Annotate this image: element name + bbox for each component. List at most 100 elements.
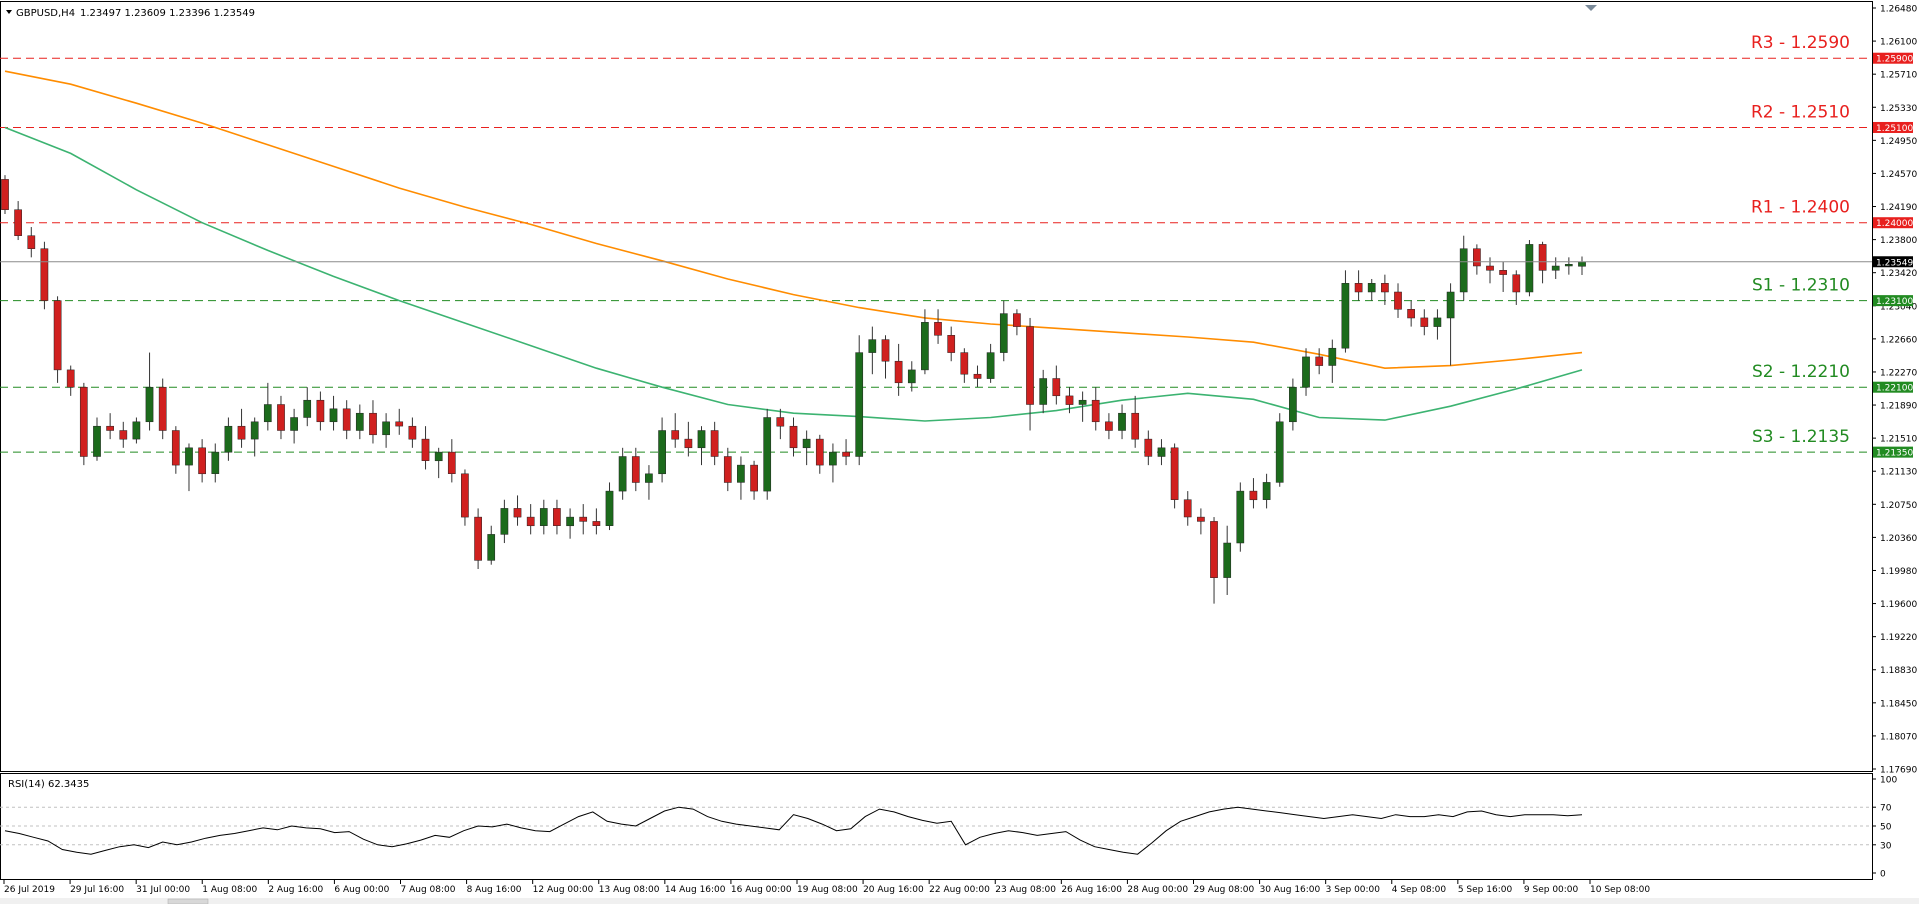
candle-bearish <box>1183 499 1192 518</box>
candle-bullish <box>132 421 141 440</box>
current-price-tag <box>1873 256 1913 268</box>
candle-bearish <box>671 430 680 440</box>
candle-bearish <box>1473 248 1481 267</box>
candle-bullish <box>1328 347 1337 366</box>
scroll-marker-icon[interactable] <box>1585 5 1597 11</box>
candle-bearish <box>881 339 890 362</box>
candle-bullish <box>907 369 916 384</box>
candle-bullish <box>1433 317 1442 327</box>
time-tick-label: 14 Aug 16:00 <box>665 885 726 895</box>
candle-bullish <box>185 447 193 466</box>
rsi-indicator: 100 70 50 30 0 <box>0 776 1897 880</box>
level-price-tag <box>1873 446 1913 458</box>
candle-bearish <box>119 430 128 440</box>
price-tick-label: 1.21890 <box>1880 402 1917 412</box>
candle-bearish <box>14 209 22 236</box>
candle-bearish <box>316 399 325 423</box>
candle-bearish <box>1420 317 1429 327</box>
candle-bullish <box>658 430 666 475</box>
candle-bearish <box>421 438 430 461</box>
candle-bullish <box>93 425 101 457</box>
price-tick-label: 1.18450 <box>1880 699 1917 709</box>
moving-average-ma_fast <box>4 126 1583 422</box>
level-price-tag <box>1873 381 1913 393</box>
candle-bearish <box>1538 244 1547 271</box>
candle-bearish <box>447 451 456 474</box>
candle-bearish <box>369 412 377 436</box>
time-tick-label: 23 Aug 08:00 <box>995 885 1056 895</box>
price-tick-label: 1.21130 <box>1880 468 1917 478</box>
candle-bullish <box>1275 421 1284 483</box>
main-panel-frame <box>0 1 1873 772</box>
candle-bullish <box>1289 386 1297 423</box>
candle-bullish <box>1118 412 1126 431</box>
time-tick-label: 22 Aug 00:00 <box>929 885 990 895</box>
candle-bullish <box>263 404 272 423</box>
candle-bearish <box>631 456 640 483</box>
candle-bearish <box>40 248 49 301</box>
current-price-tag-text: 1.23549 <box>1876 258 1913 268</box>
price-tick-label: 1.19600 <box>1880 600 1917 610</box>
scroll-thumb[interactable] <box>167 898 209 904</box>
price-tick-label: 1.26480 <box>1880 5 1917 15</box>
candle-bearish <box>1394 291 1402 310</box>
price-tick-label: 1.23040 <box>1880 302 1917 312</box>
candle-bearish <box>723 456 732 483</box>
candle-bearish <box>1499 270 1507 275</box>
symbol-menu-triangle-icon[interactable] <box>6 10 12 14</box>
candle-bullish <box>1578 261 1586 267</box>
time-tick-label: 5 Sep 16:00 <box>1458 885 1513 895</box>
candle-bullish <box>500 508 509 535</box>
candle-bearish <box>526 516 535 527</box>
symbol-label: GBPUSD,H4 <box>16 8 75 19</box>
time-tick-label: 10 Sep 08:00 <box>1590 885 1650 895</box>
candle-bearish <box>408 425 417 440</box>
rsi-tick-label: 70 <box>1880 804 1892 814</box>
candle-bullish <box>605 490 614 526</box>
candle-bullish <box>1446 291 1455 319</box>
time-tick-label: 19 Aug 08:00 <box>797 885 858 895</box>
rsi-tick-label: 100 <box>1880 776 1897 786</box>
level-price-tag-text: 1.24000 <box>1876 219 1913 229</box>
candle-bullish <box>434 451 443 462</box>
candle-bullish <box>921 322 929 371</box>
time-tick-label: 13 Aug 08:00 <box>599 885 660 895</box>
bottom-scroll-strip[interactable] <box>0 898 1919 904</box>
candle-bullish <box>1262 482 1271 500</box>
price-tick-label: 1.21510 <box>1880 435 1917 445</box>
candle-bearish <box>894 360 903 384</box>
candle-bullish <box>355 412 364 431</box>
candle-bearish <box>1026 326 1034 405</box>
level-price-tag-text: 1.25900 <box>1876 55 1913 65</box>
candle-bullish <box>986 352 995 379</box>
candle-bullish <box>855 352 864 457</box>
candle-bearish <box>1315 356 1324 366</box>
candle-bullish <box>618 456 627 492</box>
time-tick-label: 8 Aug 16:00 <box>467 885 522 895</box>
candle-bearish <box>1131 412 1140 440</box>
candle-bearish <box>1486 265 1494 271</box>
candle-bearish <box>1197 516 1205 522</box>
level-label: S2 - 1.2210 <box>1752 362 1850 382</box>
candle-bullish <box>829 451 837 466</box>
rsi-tick-label: 50 <box>1880 823 1892 833</box>
level-price-tag <box>1873 295 1913 307</box>
candle-bearish <box>277 404 285 431</box>
candle-bearish <box>1013 313 1021 327</box>
candle-bearish <box>947 335 956 353</box>
time-tick-label: 31 Jul 00:00 <box>136 885 190 895</box>
candle-bullish <box>1459 248 1468 293</box>
price-tick-label: 1.24950 <box>1880 137 1917 147</box>
candle-bearish <box>237 425 246 440</box>
rsi-tick-label: 0 <box>1880 870 1886 880</box>
rsi-tick-label: 30 <box>1880 841 1892 851</box>
time-tick-label: 16 Aug 00:00 <box>731 885 792 895</box>
candle-bearish <box>750 464 758 492</box>
candle-bullish <box>329 408 338 423</box>
candle-bearish <box>1249 490 1258 501</box>
candle-bearish <box>934 322 942 336</box>
candle-bullish <box>303 399 312 418</box>
candle-bearish <box>79 386 88 457</box>
candle-bearish <box>1170 447 1179 500</box>
price-tick-label: 1.22660 <box>1880 335 1917 345</box>
